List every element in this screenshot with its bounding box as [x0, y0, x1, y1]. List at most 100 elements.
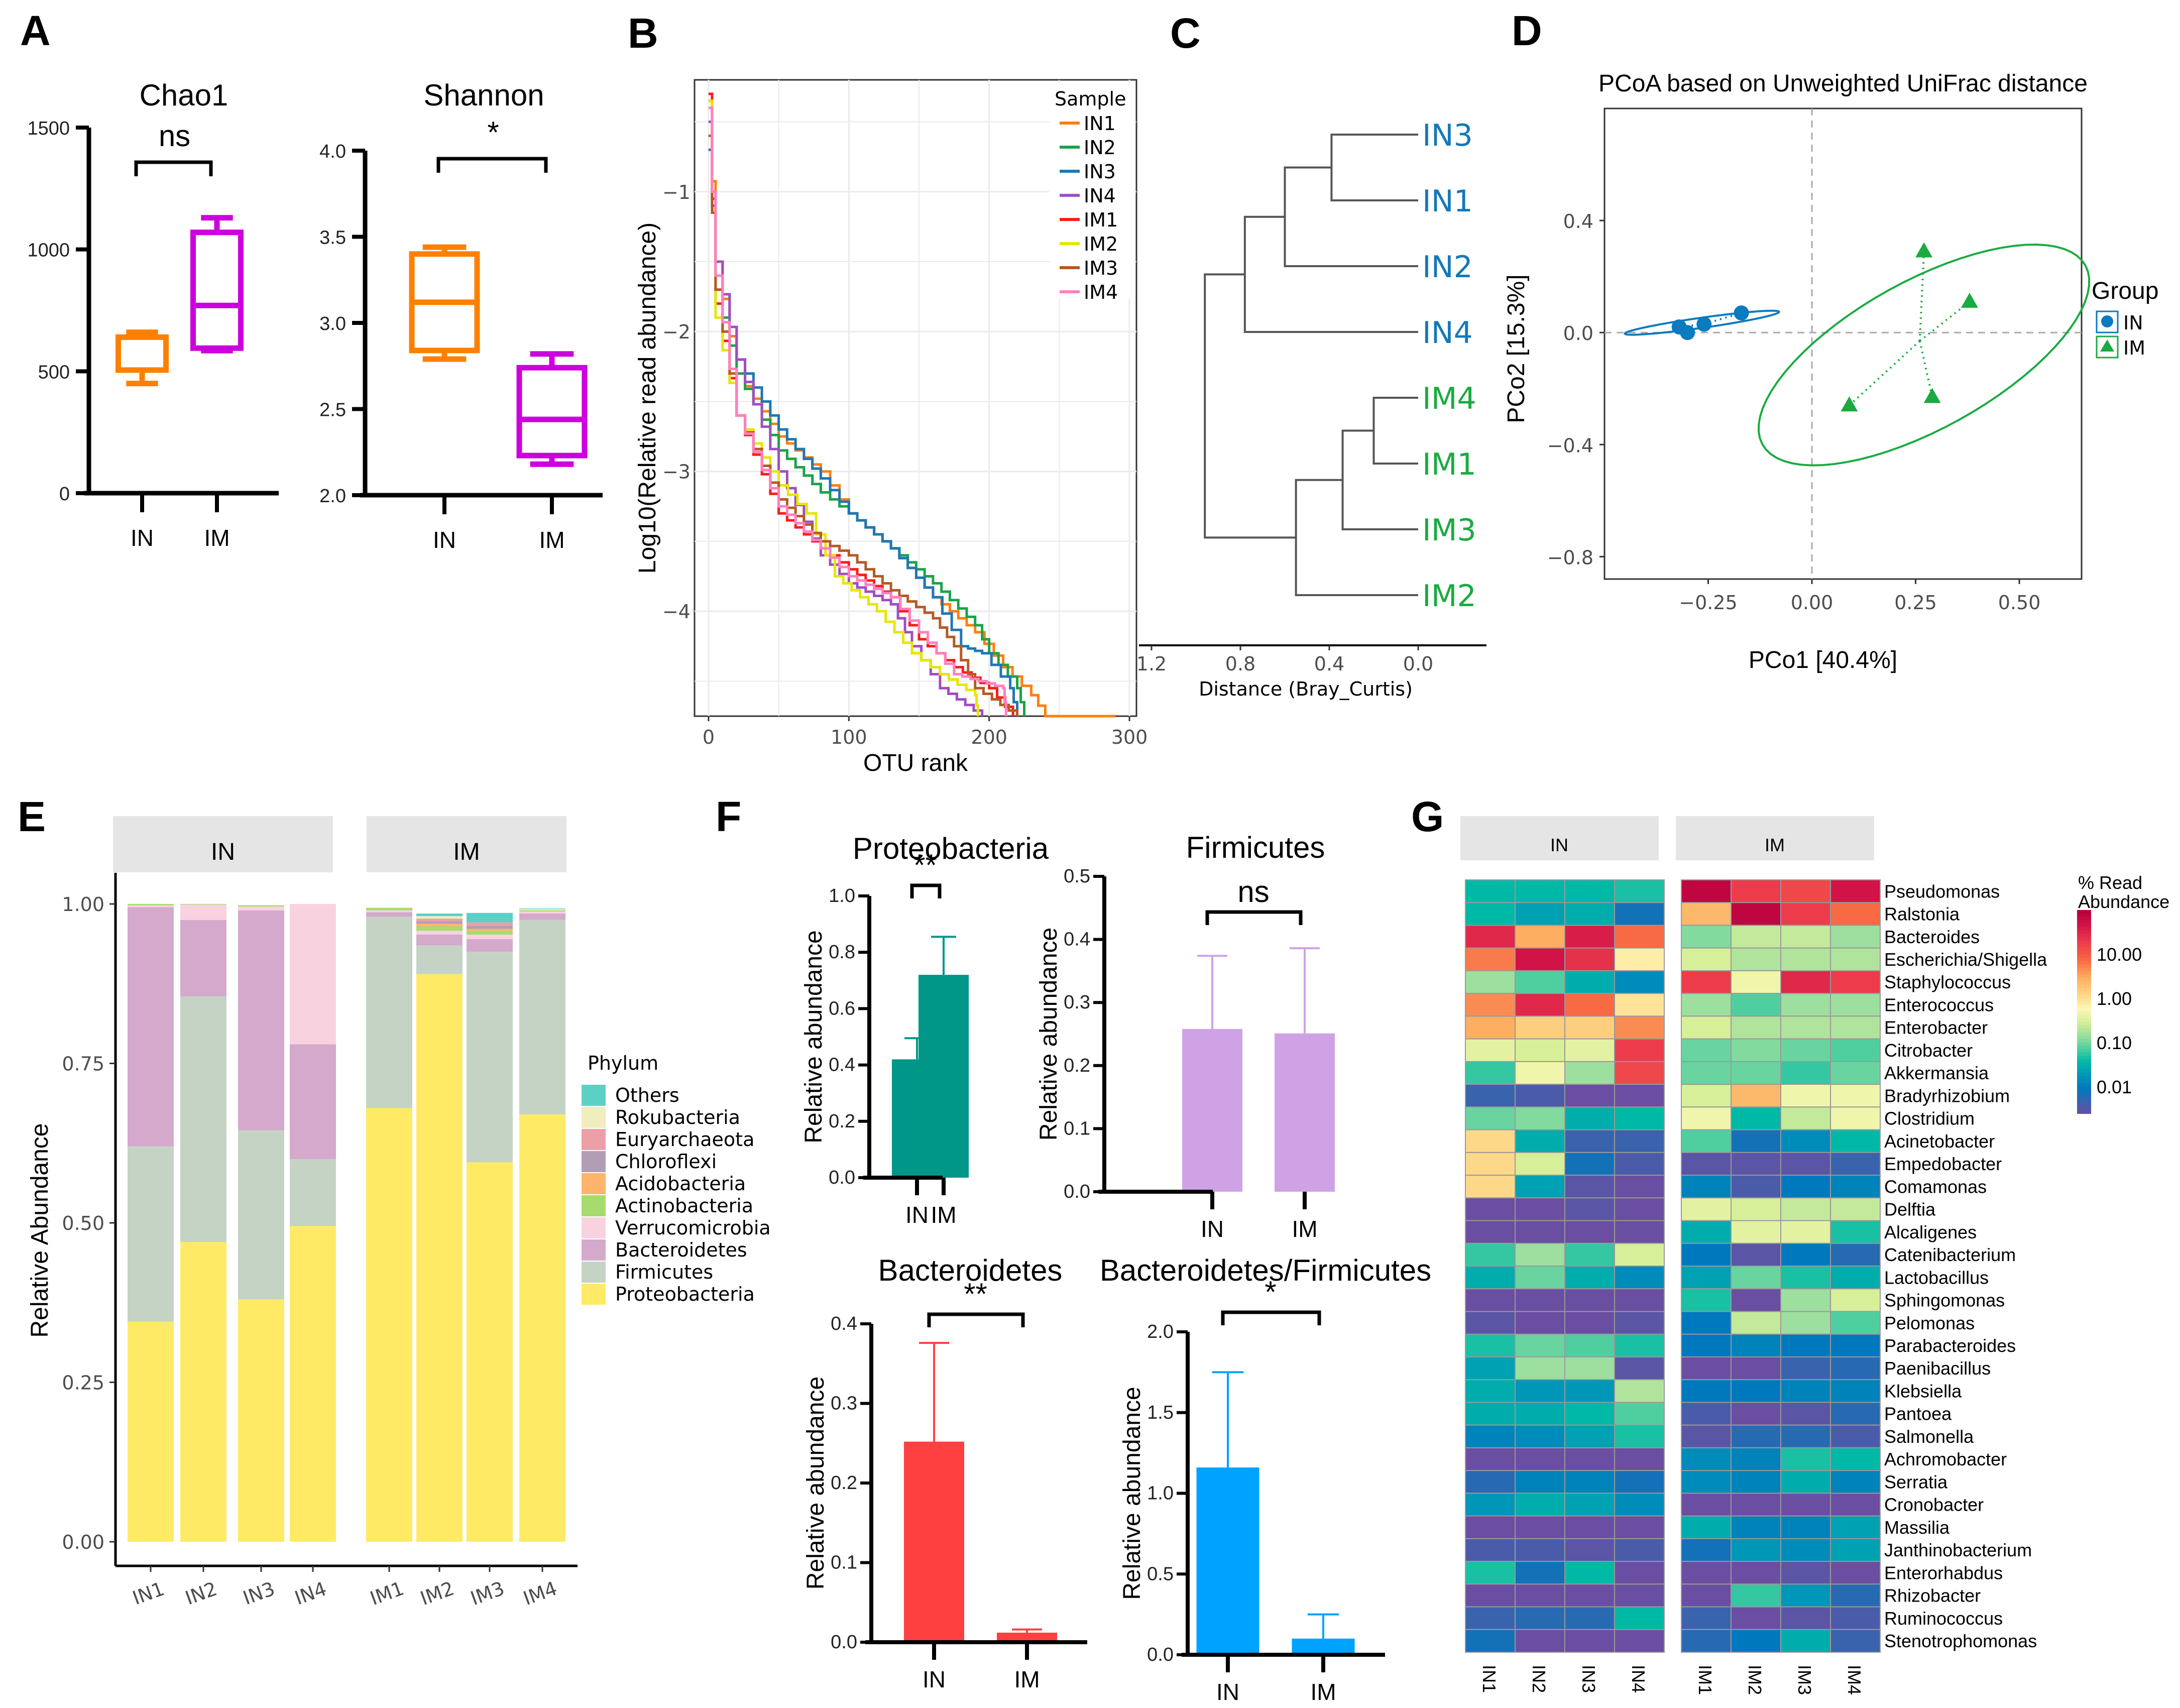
y-tick-label: 0.0 — [831, 1632, 857, 1653]
dendrogram-branch — [1372, 397, 1418, 465]
row-label: Paenibacillus — [1884, 1358, 1991, 1379]
heatmap-cell — [1780, 1220, 1831, 1244]
bar-segment-actinobacteria — [366, 907, 412, 910]
colorbar-segment — [2077, 1073, 2091, 1077]
row-label: Catenibacterium — [1884, 1244, 2016, 1265]
heatmap-cell — [1564, 1266, 1615, 1290]
data-point-in — [1696, 316, 1712, 332]
facet-label: IM — [1765, 835, 1785, 855]
colorbar-segment — [2077, 1100, 2091, 1104]
panel-label-c: C — [1170, 10, 1201, 57]
heatmap-cell — [1681, 1152, 1732, 1176]
heatmap-cell — [1614, 1197, 1665, 1221]
panel-label-b: B — [628, 10, 658, 57]
heatmap-cell — [1465, 1470, 1516, 1494]
colorbar-segment — [2077, 1103, 2091, 1107]
facet-strip-im — [367, 816, 566, 872]
x-tick-label: IM — [1292, 1216, 1317, 1242]
leaf-label-in1: IN1 — [1422, 184, 1473, 219]
colorbar-segment — [2077, 1049, 2091, 1053]
heatmap-cell — [1830, 1129, 1881, 1153]
colorbar-tick-label: 0.10 — [2097, 1033, 2132, 1053]
y-tick-label: 0.3 — [1064, 992, 1090, 1013]
y-tick-label: 1.0 — [1147, 1483, 1174, 1504]
data-point-in — [1680, 325, 1695, 340]
colorbar-segment — [2077, 984, 2091, 989]
legend-title: Group — [2092, 278, 2158, 304]
heatmap-cell — [1564, 970, 1615, 994]
heatmap-cell — [1564, 1424, 1615, 1448]
heatmap-cell — [1731, 1583, 1781, 1608]
y-tick-label: 0.4 — [1064, 929, 1090, 950]
heatmap-cell — [1465, 1061, 1516, 1085]
x-tick-label: 0.0 — [1403, 653, 1433, 675]
heatmap-cell — [1515, 1538, 1565, 1562]
x-tick-label: IN — [131, 525, 154, 551]
legend-item: IM — [2123, 337, 2145, 359]
bar-segment-firmicutes — [467, 952, 513, 1163]
colorbar-segment — [2077, 1021, 2091, 1026]
x-tick-label: IM1 — [367, 1577, 407, 1610]
heatmap-cell — [1564, 1106, 1615, 1130]
heatmap-cell — [1564, 1583, 1615, 1608]
heatmap-cell — [1465, 1311, 1516, 1335]
heatmap-cell — [1830, 1084, 1881, 1108]
row-label: Escherichia/Shigella — [1884, 949, 2047, 970]
x-tick-label: 0.25 — [1894, 592, 1937, 614]
dendrogram: IN3 IN1 IN2 IN4 IM4 IM1 IM3 IM2 1.2 0.8 0.4 0.0 Dist… — [1136, 118, 1486, 700]
x-tick-label: 300 — [1111, 726, 1148, 748]
heatmap-cell — [1465, 1447, 1516, 1471]
colorbar-segment — [2077, 1046, 2091, 1050]
significance-label: ** — [913, 848, 937, 882]
x-tick-label: IN4 — [292, 1577, 329, 1609]
heatmap-cell — [1515, 902, 1565, 926]
heatmap-cell — [1564, 1447, 1615, 1471]
heatmap-cell — [1465, 1129, 1516, 1153]
heatmap-cell — [1515, 947, 1565, 971]
y-tick-label: 4.0 — [319, 141, 346, 162]
column-label: IM2 — [1745, 1665, 1765, 1695]
row-label: Rhizobacter — [1884, 1585, 1981, 1606]
legend-item: Bacteroidetes — [615, 1239, 747, 1261]
dendrogram-branch — [1295, 479, 1418, 596]
heatmap-cell — [1731, 1356, 1781, 1381]
heatmap-cell — [1830, 1583, 1881, 1608]
bar-segment-proteobacteria — [180, 1242, 226, 1542]
legend-item: IN1 — [1084, 112, 1116, 135]
panel-label-d: D — [1512, 7, 1542, 54]
heatmap-cell — [1614, 1379, 1665, 1403]
colorbar-segment — [2077, 934, 2091, 938]
colorbar-segment — [2077, 924, 2091, 928]
significance-label: * — [1265, 1275, 1276, 1309]
y-axis-label: Relative abundance — [802, 1377, 829, 1589]
heatmap-cell — [1614, 993, 1665, 1017]
heatmap-cell — [1731, 947, 1781, 971]
box-im — [516, 365, 588, 459]
heatmap-cell — [1614, 1629, 1665, 1653]
heatmap-cell — [1465, 1333, 1516, 1357]
heatmap-cell — [1731, 1447, 1781, 1471]
heatmap-cell — [1780, 993, 1831, 1017]
y-tick-label: −1 — [662, 181, 691, 203]
heatmap-cell — [1465, 1220, 1516, 1244]
heatmap-cell — [1681, 947, 1732, 971]
colorbar-segment — [2077, 1110, 2091, 1114]
bar-segment-verrucomicrobia — [128, 905, 174, 907]
heatmap-cell — [1465, 1152, 1516, 1176]
heatmap-cell — [1465, 1583, 1516, 1608]
legend-swatch — [582, 1195, 606, 1216]
panel-label-a: A — [20, 7, 51, 54]
leaf-label-im3: IM3 — [1422, 513, 1476, 548]
colorbar-segment — [2077, 1035, 2091, 1040]
legend-item: IM3 — [1084, 257, 1118, 279]
row-label: Enterorhabdus — [1884, 1562, 2003, 1583]
heatmap-cell — [1515, 1175, 1565, 1199]
x-tick-label: 1.2 — [1136, 653, 1167, 675]
bar-im — [1275, 1033, 1335, 1192]
series-line-im4 — [708, 106, 1007, 716]
row-label: Pseudomonas — [1884, 881, 2000, 901]
facet-label: IM — [453, 839, 480, 865]
heatmap-cell — [1681, 1106, 1732, 1130]
bar-segment-euryarchaeota — [416, 919, 463, 922]
row-label: Delftia — [1884, 1199, 1936, 1220]
